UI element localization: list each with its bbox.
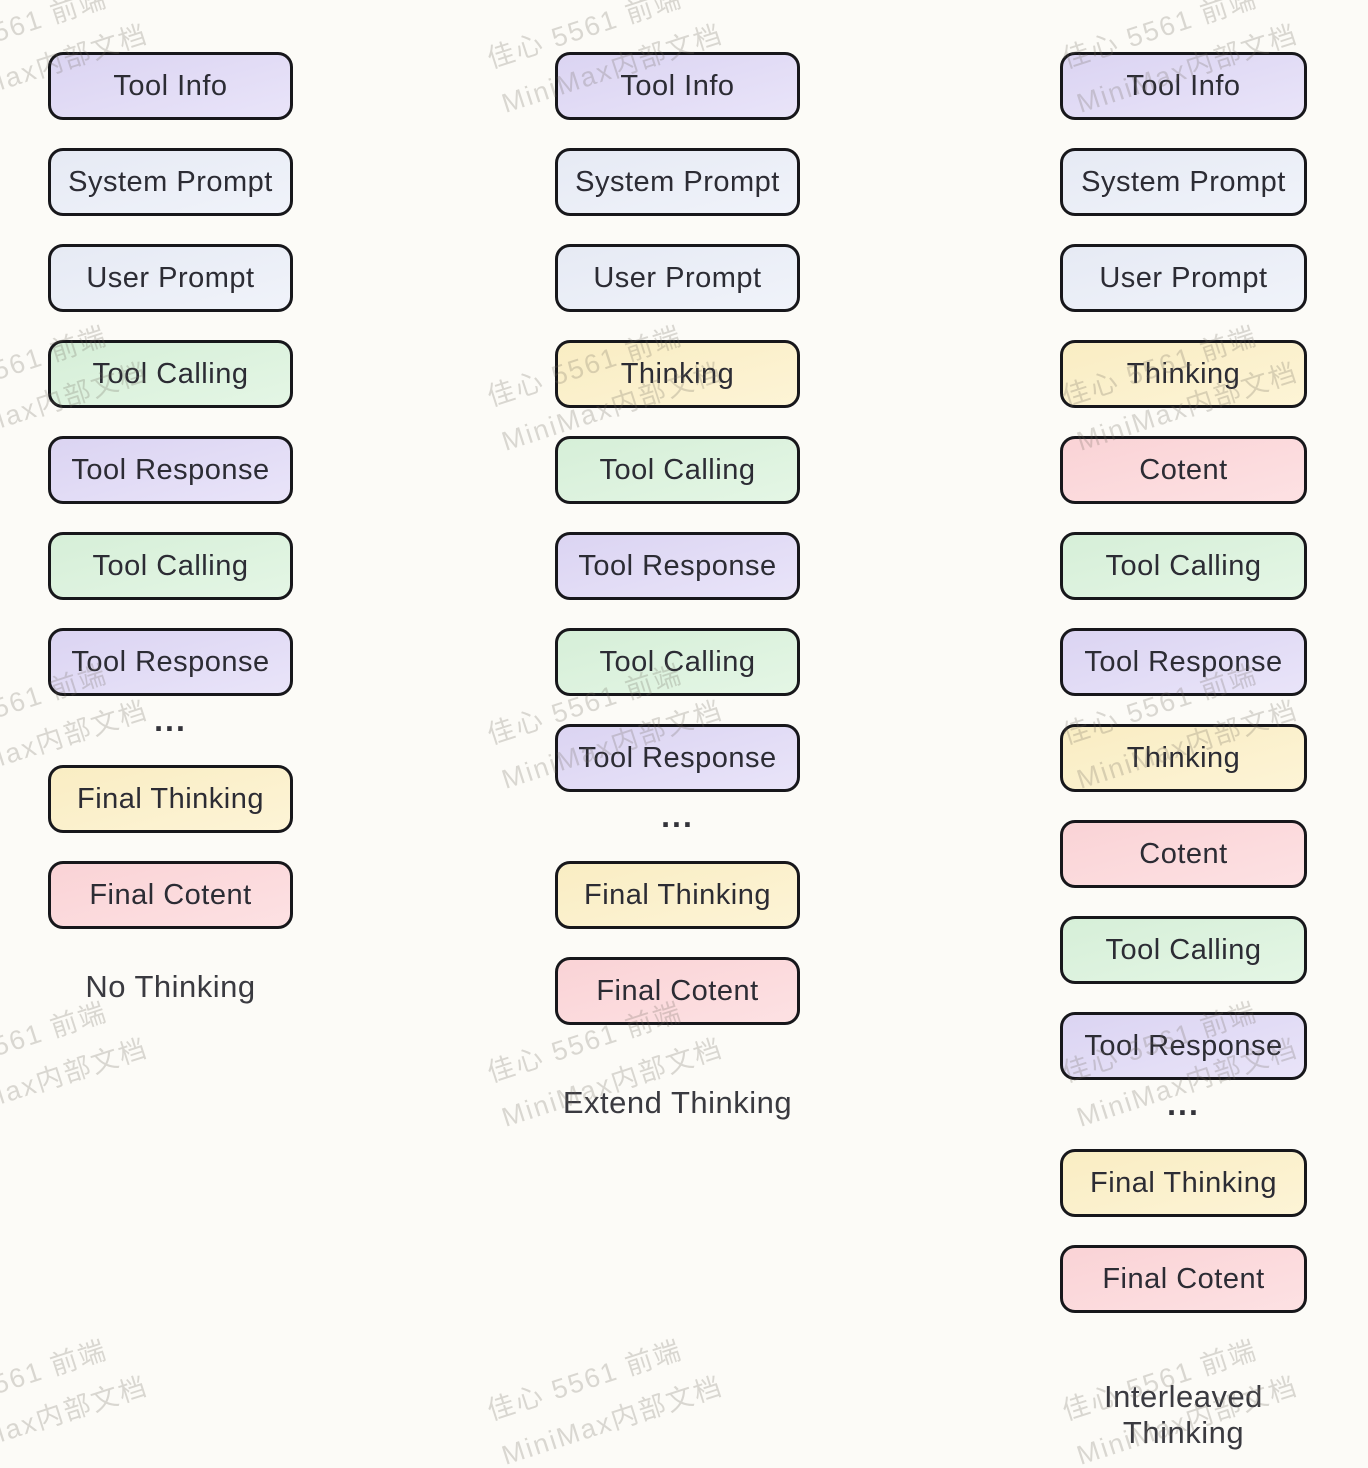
node-final-cotent: Final Cotent — [48, 861, 293, 929]
node-tool-response: Tool Response — [555, 532, 800, 600]
node-user-prompt: User Prompt — [555, 244, 800, 312]
ellipsis: ... — [1060, 1088, 1307, 1121]
column-label-interleaved-thinking: Interleaved Thinking — [1104, 1379, 1263, 1450]
ellipsis: ... — [48, 704, 293, 737]
node-final-thinking: Final Thinking — [48, 765, 293, 833]
node-thinking: Thinking — [555, 340, 800, 408]
node-tool-info: Tool Info — [555, 52, 800, 120]
ellipsis-text: ... — [154, 702, 187, 738]
column-label-extend-thinking: Extend Thinking — [562, 1085, 793, 1120]
node-tool-calling: Tool Calling — [48, 340, 293, 408]
node-system-prompt: System Prompt — [555, 148, 800, 216]
node-tool-calling: Tool Calling — [1060, 532, 1307, 600]
watermark-line1: 佳心 5561 前端 — [483, 1334, 686, 1427]
node-tool-calling: Tool Calling — [555, 628, 800, 696]
column-label-no-thinking: No Thinking — [85, 969, 256, 1004]
node-system-prompt: System Prompt — [1060, 148, 1307, 216]
node-user-prompt: User Prompt — [48, 244, 293, 312]
watermark-line1: 佳心 5561 前端 — [0, 1334, 111, 1426]
watermark-line2: MiniMax内部文档 — [0, 1370, 152, 1468]
node-user-prompt: User Prompt — [1060, 244, 1307, 312]
node-final-thinking: Final Thinking — [555, 861, 800, 929]
node-thinking: Thinking — [1060, 724, 1307, 792]
column-interleaved-thinking: Tool Info System Prompt User Prompt Thinkin… — [1060, 52, 1307, 1451]
watermark-line2: MiniMax内部文档 — [498, 1370, 727, 1468]
node-cotent: Cotent — [1060, 436, 1307, 504]
node-tool-response: Tool Response — [48, 436, 293, 504]
node-thinking: Thinking — [1060, 340, 1307, 408]
node-final-thinking: Final Thinking — [1060, 1149, 1307, 1217]
node-cotent: Cotent — [1060, 820, 1307, 888]
node-tool-calling: Tool Calling — [48, 532, 293, 600]
node-final-cotent: Final Cotent — [1060, 1245, 1307, 1313]
node-system-prompt: System Prompt — [48, 148, 293, 216]
ellipsis-text: ... — [661, 798, 694, 834]
node-tool-response: Tool Response — [1060, 1012, 1307, 1080]
column-extend-thinking: Tool Info System Prompt User Prompt Thinkin… — [555, 52, 800, 1121]
node-final-cotent: Final Cotent — [555, 957, 800, 1025]
node-tool-calling: Tool Calling — [1060, 916, 1307, 984]
node-tool-info: Tool Info — [48, 52, 293, 120]
node-tool-calling: Tool Calling — [555, 436, 800, 504]
ellipsis-text: ... — [1167, 1086, 1200, 1122]
column-no-thinking: Tool Info System Prompt User Prompt Tool Ca… — [48, 52, 293, 1005]
node-tool-response: Tool Response — [1060, 628, 1307, 696]
node-tool-info: Tool Info — [1060, 52, 1307, 120]
node-tool-response: Tool Response — [48, 628, 293, 696]
watermark-line2: MiniMax内部文档 — [0, 1032, 152, 1133]
node-tool-response: Tool Response — [555, 724, 800, 792]
ellipsis: ... — [555, 800, 800, 833]
